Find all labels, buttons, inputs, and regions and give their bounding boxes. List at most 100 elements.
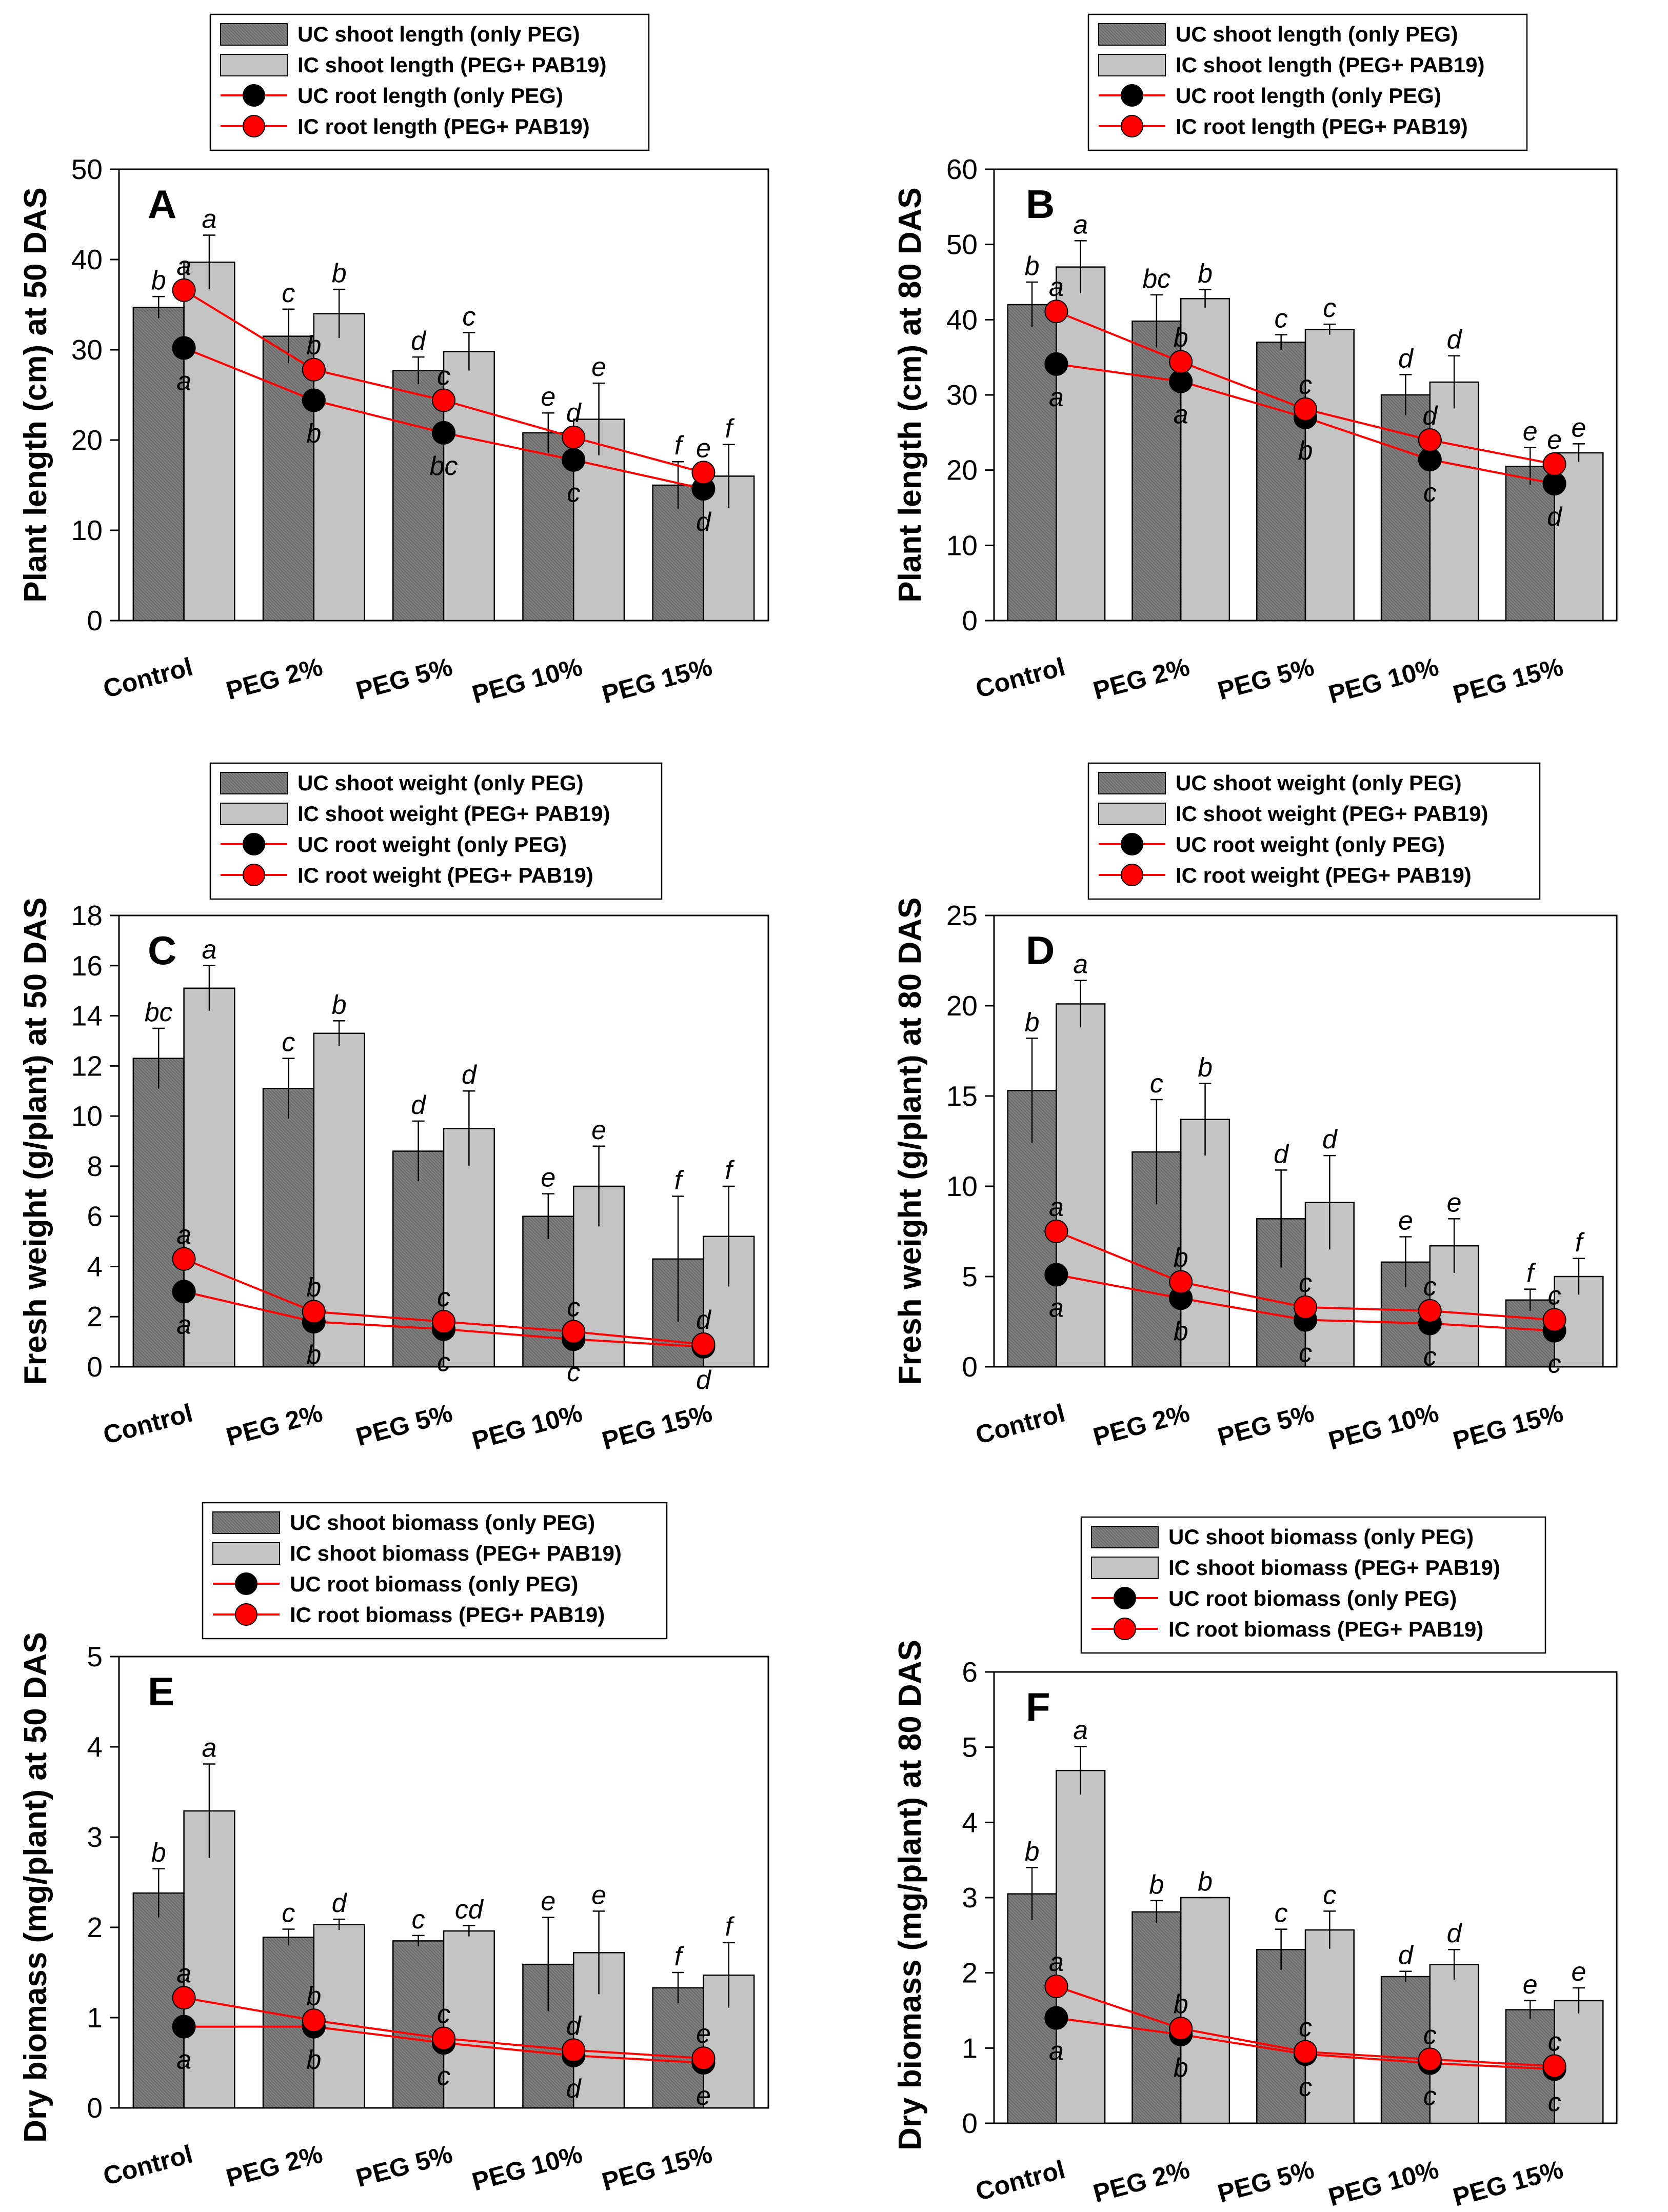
significance-letter: f <box>674 431 684 461</box>
legend-label: UC root biomass (only PEG) <box>1168 1586 1457 1610</box>
y-tick-label: 50 <box>946 229 978 261</box>
ic-shoot-bar <box>313 313 365 622</box>
significance-letter: f <box>1526 1259 1536 1288</box>
y-axis-title: Dry biomass (mg/plant) at 50 DAS <box>18 1632 53 2143</box>
significance-letter: a <box>202 1733 217 1763</box>
significance-letter: d <box>696 1305 712 1335</box>
significance-letter: b <box>1149 1870 1164 1900</box>
y-tick-label: 40 <box>71 244 103 275</box>
legend: UC shoot weight (only PEG) IC shoot weigh… <box>1087 762 1541 900</box>
x-category-label: PEG 2% <box>1090 1399 1193 1452</box>
x-category-label: PEG 5% <box>353 652 455 706</box>
uc-root-point <box>172 2015 196 2039</box>
y-tick-label: 12 <box>71 1050 103 1082</box>
y-tick-label: 10 <box>946 529 978 561</box>
chart-panel-A: A 0 10 20 30 40 50 Plant length (cm) at 50 DAS C… <box>18 13 769 709</box>
y-tick-label: 6 <box>87 1201 103 1232</box>
significance-letter: b <box>306 1272 321 1302</box>
legend-marker <box>235 1603 257 1626</box>
uc-shoot-bar <box>392 370 445 622</box>
y-tick-label: 2 <box>87 1911 103 1943</box>
ic-root-point <box>562 1320 586 1344</box>
ic-root-point <box>172 1247 196 1271</box>
significance-letter: f <box>725 1155 735 1185</box>
significance-letter: a <box>1073 210 1088 240</box>
uc-shoot-bar <box>1256 1948 1306 2124</box>
ic-shoot-bar <box>443 1930 495 2109</box>
legend-marker <box>243 84 265 107</box>
uc-root-point <box>172 336 196 360</box>
panel-label: E <box>148 1669 174 1714</box>
ic-root-point <box>562 425 586 449</box>
significance-letter: b <box>1198 259 1213 289</box>
y-tick-label: 2 <box>87 1301 103 1332</box>
significance-letter: b <box>1174 1243 1188 1273</box>
significance-letter: c <box>1423 2020 1437 2050</box>
significance-letter: c <box>1299 370 1312 400</box>
x-category-label: PEG 5% <box>1215 652 1317 706</box>
legend-label: UC root length (only PEG) <box>297 84 563 108</box>
ic-root-point <box>1044 1975 1068 1999</box>
significance-letter: a <box>176 1310 191 1340</box>
significance-letter: c <box>1299 1268 1312 1298</box>
y-axis-title: Dry biomass (mg/plant) at 80 DAS <box>892 1640 928 2150</box>
significance-letter: d <box>696 507 712 537</box>
y-tick-label: 20 <box>946 990 978 1022</box>
chart-panel-B: B 0 10 20 30 40 50 60 Plant length (cm) at 80 DA… <box>892 13 1618 709</box>
legend-marker <box>243 115 265 137</box>
x-category-label: PEG 5% <box>353 2140 455 2193</box>
uc-shoot-bar <box>1007 304 1057 622</box>
ic-root-point <box>172 1986 196 2010</box>
legend-label: UC shoot length (only PEG) <box>1176 22 1458 46</box>
y-tick-label: 4 <box>962 1806 978 1838</box>
significance-letter: b <box>306 2045 321 2075</box>
significance-letter: c <box>1323 1880 1336 1910</box>
significance-letter: c <box>1423 2082 1437 2111</box>
ic-root-point <box>691 1332 716 1356</box>
significance-letter: e <box>1398 1206 1413 1236</box>
legend-label: IC shoot weight (PEG+ PAB19) <box>297 802 610 826</box>
significance-letter: b <box>1198 1867 1213 1897</box>
x-category-label: PEG 2% <box>223 2140 326 2193</box>
ic-root-point <box>432 2026 455 2050</box>
ic-shoot-bar <box>1180 1119 1230 1368</box>
significance-letter: c <box>567 1293 580 1323</box>
legend-label: IC root weight (PEG+ PAB19) <box>297 863 593 887</box>
legend-swatch <box>1091 1557 1159 1579</box>
significance-letter: c <box>1275 1899 1288 1928</box>
legend-label: UC root length (only PEG) <box>1176 84 1441 108</box>
legend-label: UC root weight (only PEG) <box>1176 832 1445 856</box>
legend-label: IC root length (PEG+ PAB19) <box>297 114 590 138</box>
significance-letter: f <box>1575 1228 1585 1258</box>
significance-letter: d <box>1322 1125 1338 1154</box>
legend-swatch <box>1098 23 1166 46</box>
significance-letter: b <box>151 1838 166 1868</box>
ic-shoot-bar <box>1429 1964 1479 2124</box>
ic-root-point <box>691 2046 716 2070</box>
x-category-label: PEG 2% <box>1090 2155 1193 2208</box>
x-category-label: Control <box>100 2140 195 2191</box>
significance-letter: c <box>1275 304 1288 334</box>
ic-root-point <box>691 461 716 485</box>
legend-label: UC shoot biomass (only PEG) <box>290 1510 595 1535</box>
significance-letter: cd <box>455 1895 484 1924</box>
y-axis-title: Plant length (cm) at 80 DAS <box>892 187 928 603</box>
y-tick-label: 1 <box>962 2032 978 2064</box>
legend-label: UC shoot weight (only PEG) <box>1176 771 1462 795</box>
ic-root-point <box>1542 2054 1566 2078</box>
significance-letter: b <box>1198 1052 1213 1082</box>
significance-letter: f <box>725 414 735 444</box>
y-tick-label: 16 <box>71 950 103 982</box>
legend-marker <box>1121 864 1143 886</box>
legend-swatch <box>1098 772 1166 794</box>
x-category-label: PEG 10% <box>1325 1399 1442 1456</box>
significance-letter: c <box>1423 478 1437 508</box>
uc-shoot-bar <box>652 1987 704 2109</box>
ic-root-point <box>1294 2040 1317 2064</box>
ic-shoot-bar <box>1056 266 1106 622</box>
significance-letter: b <box>306 419 321 449</box>
significance-letter: b <box>1174 323 1188 352</box>
uc-shoot-bar <box>132 1058 185 1368</box>
significance-letter: e <box>696 2081 711 2111</box>
uc-shoot-bar <box>392 1940 445 2109</box>
